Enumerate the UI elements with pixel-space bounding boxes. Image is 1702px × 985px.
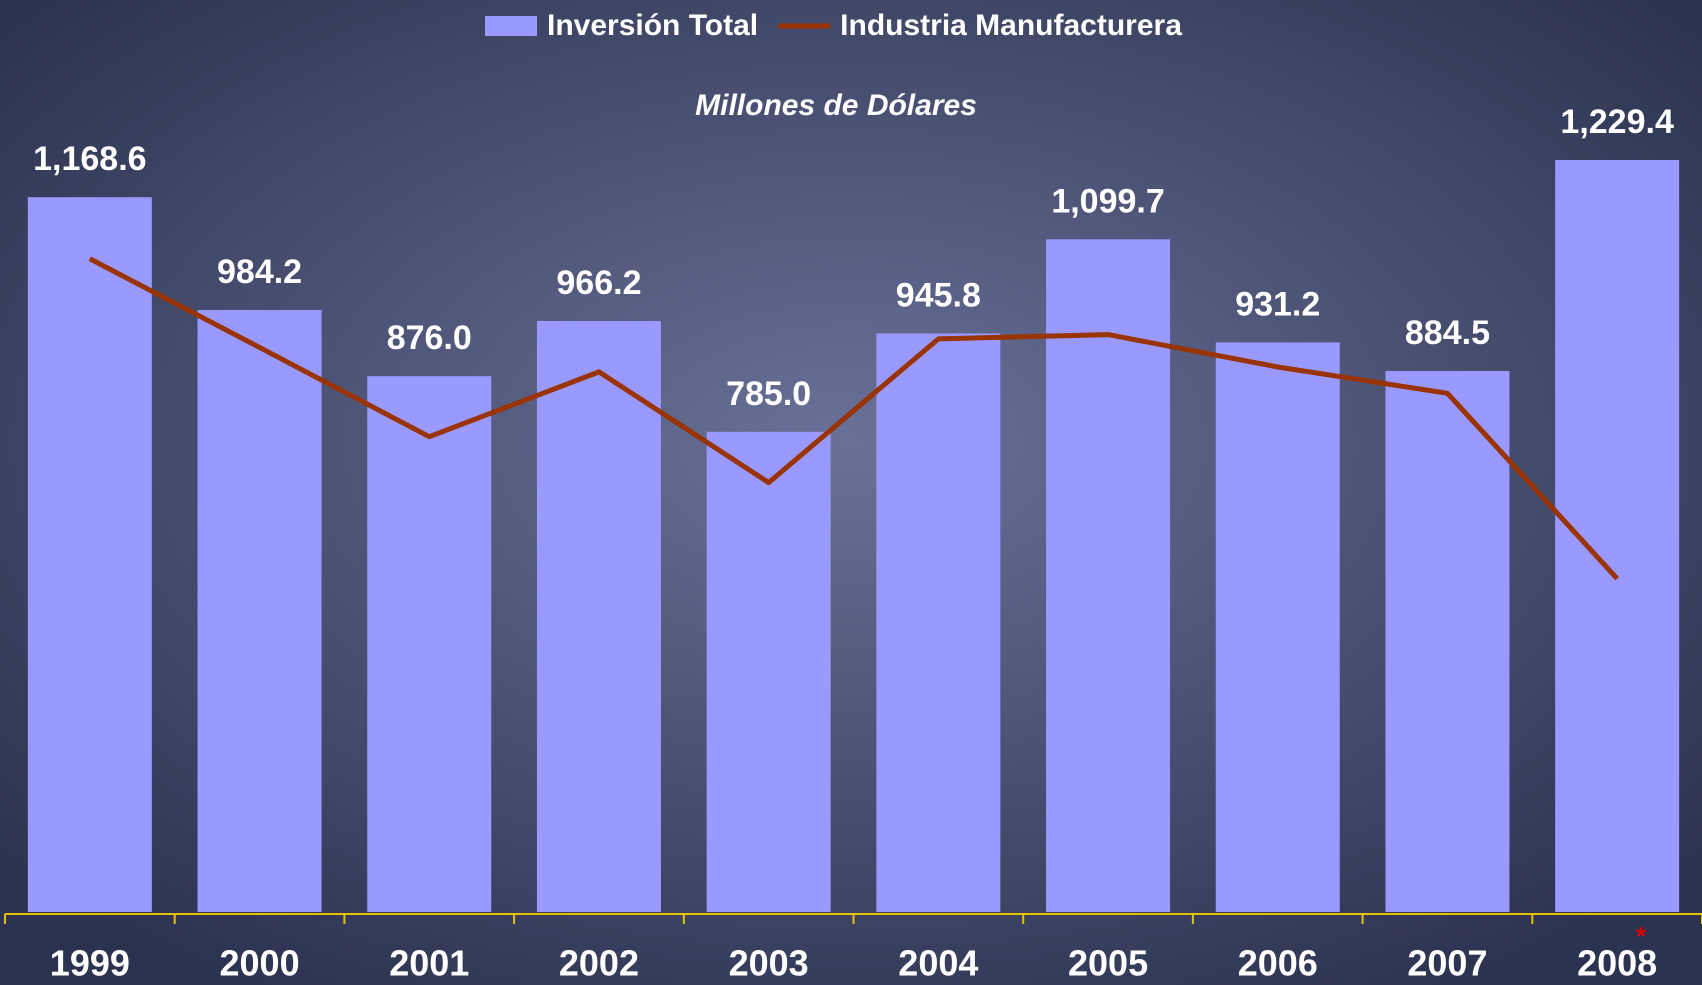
data-label: 1,229.4: [1560, 103, 1674, 141]
x-tick-label: 2000: [220, 943, 300, 984]
bar: [1555, 160, 1679, 912]
data-label: 945.8: [896, 276, 981, 314]
data-label: 966.2: [556, 264, 641, 302]
bar: [367, 376, 491, 912]
x-tick-label: 1999: [50, 943, 130, 984]
x-tick-label: 2003: [729, 943, 809, 984]
data-label: 931.2: [1235, 285, 1320, 323]
bar: [707, 432, 831, 912]
bar: [198, 310, 322, 912]
x-tick-label: 2005: [1068, 943, 1148, 984]
x-tick-label: 2006: [1238, 943, 1318, 984]
x-tick-label: 2007: [1407, 943, 1487, 984]
x-tick-label: 2002: [559, 943, 639, 984]
data-label: 1,168.6: [33, 140, 146, 178]
legend-swatch: [485, 16, 537, 36]
legend-label: Inversión Total: [547, 9, 758, 42]
chart-subtitle: Millones de Dólares: [695, 89, 977, 122]
bar: [537, 321, 661, 912]
page: Millones de Dólares Inversión Total Indus…: [0, 0, 1702, 985]
x-tick-label: 2001: [389, 943, 469, 984]
bar: [876, 333, 1000, 912]
data-label: 884.5: [1405, 314, 1490, 352]
note-marker: *: [1636, 921, 1647, 951]
bar: [1046, 239, 1170, 912]
bar: [28, 197, 152, 912]
bar: [1385, 371, 1509, 912]
data-label: 785.0: [726, 375, 811, 413]
x-tick-label: 2004: [898, 943, 978, 984]
bar: [1216, 342, 1340, 912]
data-label: 876.0: [387, 319, 472, 357]
data-label: 984.2: [217, 253, 302, 291]
data-label: 1,099.7: [1051, 182, 1164, 220]
chart: Millones de Dólares Inversión Total Indus…: [0, 0, 1702, 985]
legend-label: Industria Manufacturera: [840, 9, 1182, 42]
